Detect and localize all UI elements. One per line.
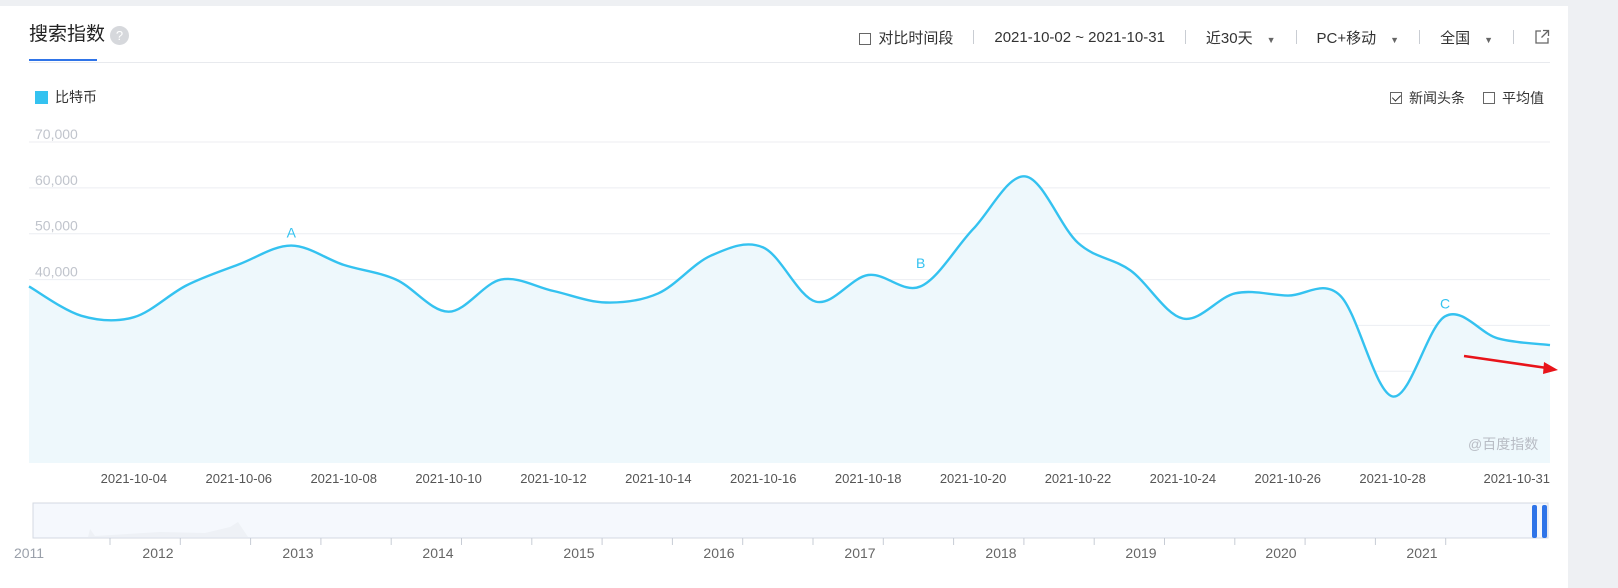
checkbox-icon[interactable] [859,32,872,45]
chart-legend[interactable]: 比特币 [35,87,97,107]
legend-label: 比特币 [55,89,97,105]
annotation-label: B [916,255,925,271]
trend-chart[interactable]: 10,00020,00030,00040,00050,00060,00070,0… [0,6,1568,588]
brush-handle-left[interactable] [1532,505,1537,538]
divider [1184,30,1186,44]
x-tick-label: 2021-10-04 [101,471,168,486]
average-toggle[interactable]: 平均值 [1483,88,1544,108]
overview-year-label: 2015 [563,545,594,561]
date-range-picker[interactable]: 2021-10-02 ~ 2021-10-31 [994,28,1165,46]
compare-period-toggle[interactable]: 对比时间段 [859,27,953,48]
overview-year-label: 2017 [844,545,875,561]
overview-year-label: 2020 [1265,545,1296,561]
watermark: @百度指数 [1468,436,1539,452]
tab-active-indicator [29,59,97,61]
divider [1419,30,1421,44]
checkbox-checked-icon[interactable] [1390,92,1402,104]
overview-sparkline [88,522,248,537]
x-tick-label: 2021-10-10 [415,471,482,486]
x-tick-label: 2021-10-14 [625,471,692,486]
annotation-label: C [1440,295,1450,311]
device-select[interactable]: PC+移动 ▼ [1317,27,1400,48]
x-tick-label: 2021-10-12 [520,471,587,486]
overview-year-label: 2012 [142,545,173,561]
chart-toggles: 新闻头条 平均值 [1372,88,1544,108]
y-tick-label: 60,000 [35,172,78,188]
x-tick-label: 2021-10-24 [1150,471,1217,486]
brush-handle-right[interactable] [1542,505,1547,538]
news-label: 新闻头条 [1409,90,1465,106]
period-select[interactable]: 近30天 ▼ [1206,27,1276,48]
external-link-icon[interactable] [1534,29,1550,45]
overview-year-label: 2014 [422,545,453,561]
period-value: 近30天 [1205,29,1253,47]
x-tick-label: 2021-10-06 [206,471,273,486]
trend-arrow-line [1463,354,1548,370]
overview-year-label: 2016 [703,545,734,561]
overview-year-label: 2013 [282,545,313,561]
divider [1513,30,1514,44]
news-toggle[interactable]: 新闻头条 [1390,88,1465,108]
series-area [29,176,1550,463]
region-value: 全国 [1440,29,1471,47]
x-tick-label: 2021-10-26 [1255,471,1322,486]
overview-year-label: 2011 [14,545,44,561]
x-tick-label: 2021-10-22 [1045,471,1112,486]
series-line [28,175,1551,398]
legend-swatch [35,90,48,104]
y-tick-label: 50,000 [35,218,78,234]
average-label: 平均值 [1502,90,1544,106]
annotation-label: A [287,225,297,241]
caret-down-icon: ▼ [1390,34,1400,45]
tab-search-index[interactable]: 搜索指数? [29,20,130,68]
header-divider [29,62,1550,63]
overview-year-label: 2018 [985,545,1016,561]
divider [1295,30,1297,44]
region-select[interactable]: 全国 ▼ [1440,27,1493,48]
y-tick-label: 40,000 [35,264,78,280]
checkbox-icon[interactable] [1483,92,1495,104]
caret-down-icon: ▼ [1266,34,1276,45]
device-value: PC+移动 [1316,29,1377,47]
tab-title: 搜索指数 [29,24,106,45]
index-panel: 搜索指数? 对比时间段 2021-10-02 ~ 2021-10-31 近30天… [0,6,1568,588]
compare-label: 对比时间段 [878,29,954,47]
caret-down-icon: ▼ [1484,34,1493,45]
x-tick-label: 2021-10-28 [1359,471,1426,486]
overview-year-label: 2019 [1125,545,1156,561]
y-tick-label: 70,000 [35,126,78,142]
help-icon[interactable]: ? [110,25,130,45]
filter-bar: 对比时间段 2021-10-02 ~ 2021-10-31 近30天 ▼ PC+移… [859,25,1550,49]
divider [973,30,975,44]
x-tick-label: 2021-10-20 [940,471,1007,486]
trend-arrow-head [1543,362,1558,374]
overview-year-label: 2021 [1406,545,1437,561]
x-tick-label: 2021-10-31 [1484,471,1551,486]
x-tick-label: 2021-10-16 [730,471,797,486]
x-tick-label: 2021-10-08 [310,471,377,486]
overview-bar [32,502,1549,539]
x-tick-label: 2021-10-18 [835,471,902,486]
